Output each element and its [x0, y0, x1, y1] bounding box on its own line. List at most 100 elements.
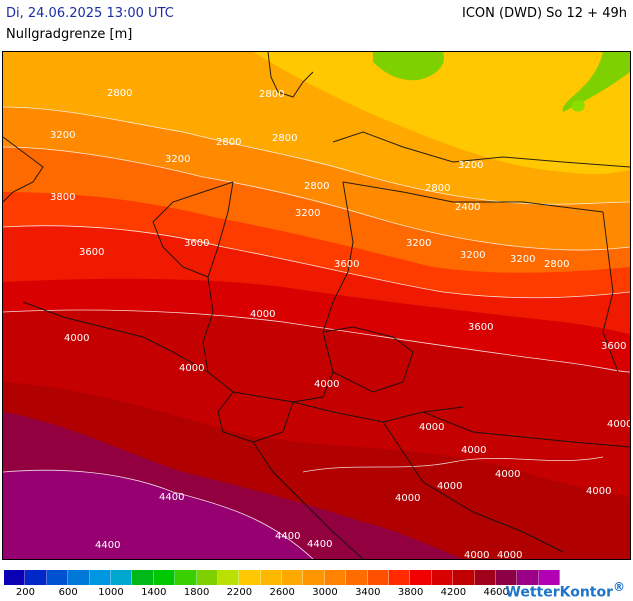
contour-label: 4400 — [159, 492, 184, 503]
legend-swatch — [239, 570, 261, 585]
legend-swatch — [517, 570, 539, 585]
wetterkontor-logo: WetterKontor® — [505, 580, 625, 601]
legend-swatch — [474, 570, 496, 585]
legend-swatch — [324, 570, 347, 585]
legend-tick-label: 2200 — [226, 587, 253, 598]
legend-swatch — [175, 570, 197, 585]
contour-label: 4400 — [275, 531, 300, 542]
border-germany-south — [232, 331, 334, 403]
contour-label: 3800 — [50, 192, 75, 203]
contour-label: 3600 — [601, 341, 626, 352]
contour-label: 4000 — [464, 550, 489, 559]
contour-label: 3200 — [295, 208, 320, 219]
legend-swatch — [346, 570, 368, 585]
contour-label: 3200 — [406, 238, 431, 249]
brand-name: WetterKontor — [505, 584, 613, 601]
border-switzerland — [217, 391, 294, 443]
contour-label: 2800 — [272, 133, 297, 144]
legend-tick-label: 3400 — [355, 587, 381, 598]
legend-swatch — [303, 570, 325, 585]
color-scale-legend — [4, 570, 561, 586]
legend-tick-label: 3800 — [397, 587, 424, 598]
legend-swatch — [89, 570, 111, 585]
legend-tick-label: 1800 — [183, 587, 210, 598]
border-italy — [252, 441, 364, 559]
freezing-level-map: 2800 2800 2800 2800 3200 3200 3200 3200 … — [2, 51, 631, 560]
brand-mark: ® — [613, 580, 625, 594]
legend-swatch — [367, 570, 390, 585]
contour-label: 3200 — [460, 250, 485, 261]
contour-label: 4000 — [314, 379, 339, 390]
contour-line-4000 — [3, 309, 630, 373]
border-czech — [322, 326, 414, 393]
contour-line-4400 — [3, 469, 314, 559]
contour-label: 3600 — [79, 247, 104, 258]
contour-label: 3200 — [510, 254, 535, 265]
border-germany-denmark — [267, 52, 314, 98]
zone-2800-2400 — [253, 52, 630, 175]
contour-label: 4000 — [495, 469, 520, 480]
contour-label: 2400 — [455, 202, 480, 213]
legend-swatch — [389, 570, 411, 585]
zone-green-north — [373, 52, 444, 81]
zone-green-small — [571, 99, 585, 112]
legend-swatch — [46, 570, 69, 585]
parameter-title: Nullgradgrenze [m] — [6, 27, 133, 42]
contour-label: 3200 — [458, 160, 483, 171]
legend-swatch — [538, 570, 561, 585]
contour-line-3600 — [3, 225, 630, 299]
border-germany-east — [322, 181, 354, 333]
color-scale-ticks: 200 600 1000 1400 1800 2200 2600 3000 3400 3800 42… — [4, 587, 524, 600]
contour-label: 4000 — [607, 419, 630, 430]
legend-swatch — [453, 570, 475, 585]
border-germany-west — [202, 181, 234, 393]
legend-swatch — [431, 570, 454, 585]
contour-label: 2800 — [544, 259, 569, 270]
border-baltic-coast — [332, 131, 630, 168]
border-ukraine — [602, 211, 619, 373]
contour-label: 4000 — [64, 333, 89, 344]
border-poland — [342, 181, 604, 213]
legend-swatch — [260, 570, 283, 585]
legend-tick-label: 3000 — [312, 587, 338, 598]
contour-label: 2800 — [425, 183, 450, 194]
legend-tick-label: 4600 — [483, 587, 509, 598]
legend-tick-label: 1000 — [98, 587, 124, 598]
contour-label: 4000 — [437, 481, 462, 492]
legend-swatch — [110, 570, 133, 585]
contour-label: 2800 — [259, 89, 284, 100]
legend-swatch — [282, 570, 304, 585]
contour-label: 4000 — [179, 363, 204, 374]
contour-label: 4400 — [95, 540, 120, 551]
legend-swatch — [153, 570, 176, 585]
legend-tick-label: 4200 — [440, 587, 467, 598]
zone-green-east — [562, 52, 630, 112]
legend-swatch — [196, 570, 218, 585]
contour-label: 4000 — [461, 445, 486, 456]
model-run-title: ICON (DWD) So 12 + 49h — [462, 6, 627, 21]
contour-label: 4000 — [395, 493, 420, 504]
border-hungary — [422, 411, 630, 448]
contour-label: 2800 — [304, 181, 329, 192]
border-benelux — [152, 181, 234, 278]
border-france — [22, 301, 209, 373]
legend-swatch — [132, 570, 154, 585]
legend-swatch — [410, 570, 432, 585]
zone-4600 — [3, 470, 313, 559]
contour-label: 3600 — [334, 259, 359, 270]
contour-label: 3600 — [468, 322, 493, 333]
border-balkans — [382, 421, 564, 553]
legend-swatch — [495, 570, 518, 585]
contour-label: 4000 — [586, 486, 611, 497]
contour-label: 4400 — [307, 539, 332, 550]
contour-label: 2800 — [216, 137, 241, 148]
contour-label: 3200 — [50, 130, 75, 141]
contour-line-4000-south — [302, 456, 604, 473]
contour-label: 4000 — [419, 422, 444, 433]
legend-tick-label: 600 — [58, 587, 78, 598]
contour-label: 3600 — [184, 238, 209, 249]
legend-tick-label: 200 — [15, 587, 35, 598]
border-uk-coast — [3, 136, 44, 203]
legend-swatch — [68, 570, 90, 585]
legend-swatch — [217, 570, 240, 585]
